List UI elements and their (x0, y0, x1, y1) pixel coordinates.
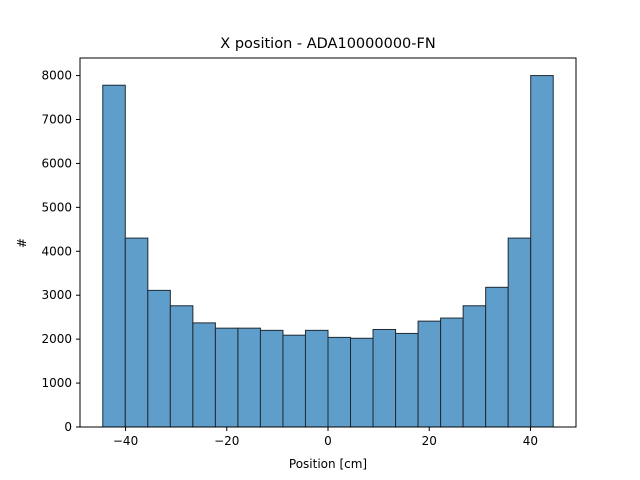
histogram-bar (124, 237, 149, 428)
x-tick-label: 0 (324, 434, 332, 448)
histogram-bar (192, 322, 216, 428)
histogram-bar (237, 327, 261, 428)
histogram-bar (214, 327, 239, 428)
histogram-bar (530, 75, 554, 428)
x-tick-label: 20 (422, 434, 437, 448)
histogram-bar (507, 237, 532, 428)
x-tick-label: −40 (113, 434, 138, 448)
histogram-bar (485, 286, 509, 428)
chart-title: X position - ADA10000000-FN (220, 36, 435, 52)
y-tick-label: 7000 (41, 113, 72, 127)
y-tick-label: 8000 (41, 69, 72, 83)
x-tick-label: 40 (523, 434, 538, 448)
x-ticks-group: −40 −20 0 20 40 (113, 427, 538, 448)
histogram-bar (327, 336, 352, 428)
histogram-bar (395, 332, 419, 428)
histogram-bar (304, 329, 329, 428)
histogram-bar (147, 289, 171, 428)
histogram-bar (462, 305, 487, 428)
plot-frame (79, 57, 577, 428)
y-tick-label: 2000 (41, 332, 72, 346)
y-tick-label: 3000 (41, 288, 72, 302)
histogram-bar (282, 334, 306, 428)
y-tick-label: 6000 (41, 156, 72, 170)
histogram-bar (440, 317, 464, 428)
y-tick-label: 0 (64, 420, 72, 434)
y-axis-title: # (15, 238, 29, 248)
histogram-bar (417, 320, 442, 428)
x-axis-title: Position [cm] (289, 457, 367, 471)
y-tick-label: 1000 (41, 376, 72, 390)
histogram-bar (169, 305, 194, 428)
histogram-bar (259, 329, 284, 428)
y-tick-label: 4000 (41, 244, 72, 258)
histogram-bar (372, 328, 397, 428)
bars-group (102, 75, 554, 428)
x-tick-label: −20 (214, 434, 239, 448)
histogram-bar (350, 337, 374, 428)
y-tick-label: 5000 (41, 200, 72, 214)
y-ticks-group: 0 1000 2000 3000 4000 5000 6000 7000 8000 (41, 69, 80, 434)
histogram-bar (102, 84, 126, 428)
